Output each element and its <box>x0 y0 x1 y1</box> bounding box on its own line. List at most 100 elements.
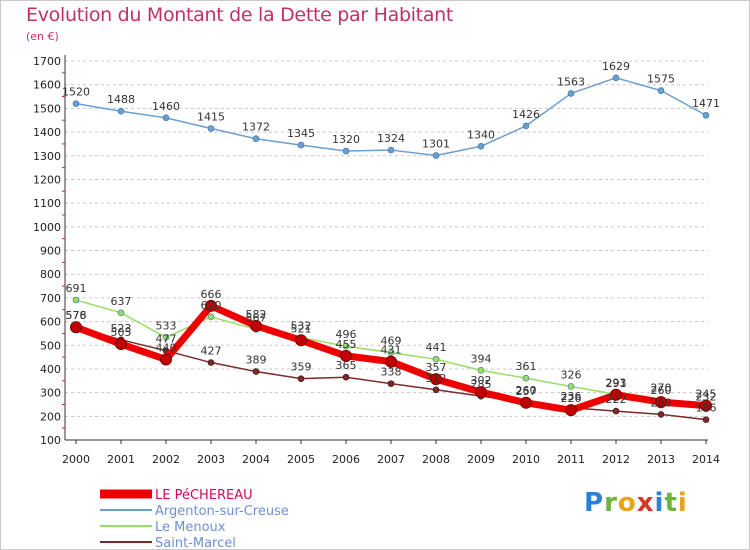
data-label: 1320 <box>332 133 360 146</box>
data-label: 576 <box>66 309 87 322</box>
y-tick-label: 1700 <box>33 55 61 68</box>
data-point <box>117 107 125 115</box>
data-label: 620 <box>201 299 222 312</box>
data-label: 477 <box>156 333 177 346</box>
data-label: 365 <box>336 359 357 372</box>
data-point <box>520 396 532 409</box>
data-point <box>430 373 442 386</box>
data-point <box>655 396 667 409</box>
data-point <box>297 375 305 382</box>
data-label: 359 <box>291 361 312 374</box>
data-label: 666 <box>201 288 222 301</box>
y-tick-label: 100 <box>40 434 61 447</box>
data-label: 293 <box>606 376 627 389</box>
data-label: 1575 <box>647 73 675 86</box>
data-label: 270 <box>651 382 672 395</box>
data-label: 1415 <box>197 111 225 124</box>
data-point <box>612 407 620 415</box>
legend-label: Le Menoux <box>155 520 226 535</box>
data-label: 208 <box>651 396 672 409</box>
legend-label: Saint-Marcel <box>155 536 236 550</box>
data-label: 222 <box>606 393 627 406</box>
y-tick-label: 1500 <box>33 102 61 115</box>
logo-letter: P <box>584 488 605 518</box>
logo-letter: i <box>677 488 688 518</box>
data-point <box>432 355 440 363</box>
data-point <box>207 313 215 321</box>
logo-letter: t <box>664 488 678 518</box>
data-label: 1460 <box>152 100 180 113</box>
y-tick-label: 1100 <box>33 197 61 210</box>
x-tick-label: 2000 <box>62 453 90 466</box>
data-point <box>162 114 170 122</box>
data-point <box>387 380 395 387</box>
x-tick-label: 2007 <box>377 453 405 466</box>
data-point <box>72 100 80 107</box>
y-tick-label: 200 <box>40 410 61 423</box>
data-point <box>477 367 485 374</box>
x-tick-label: 2005 <box>287 453 315 466</box>
data-label: 440 <box>156 341 177 354</box>
x-tick-label: 2003 <box>197 453 225 466</box>
data-label: 338 <box>381 366 402 379</box>
data-point <box>342 147 350 155</box>
x-tick-label: 2011 <box>557 453 585 466</box>
data-point <box>565 404 577 417</box>
data-point <box>610 388 622 401</box>
data-label: 637 <box>111 295 132 308</box>
data-label: 245 <box>696 388 717 401</box>
data-label: 455 <box>336 338 357 351</box>
x-tick-label: 2013 <box>647 453 675 466</box>
data-point <box>250 319 262 332</box>
data-label: 578 <box>66 309 87 322</box>
data-point <box>522 374 530 382</box>
data-point <box>297 141 305 149</box>
y-tick-label: 700 <box>40 292 61 305</box>
data-label: 1488 <box>107 93 135 106</box>
data-label: 521 <box>291 322 312 335</box>
chart-title: Evolution du Montant de la Dette par Hab… <box>26 4 454 26</box>
data-point <box>295 334 307 347</box>
logo-letter: x <box>636 488 655 518</box>
data-point <box>70 321 82 334</box>
data-point <box>205 299 217 312</box>
data-label: 1345 <box>287 127 315 140</box>
data-label: 469 <box>381 335 402 348</box>
data-point <box>160 353 172 366</box>
x-tick-label: 2006 <box>332 453 360 466</box>
data-label: 523 <box>111 322 132 335</box>
y-tick-label: 500 <box>40 339 61 352</box>
data-label: 226 <box>561 392 582 405</box>
data-label: 1301 <box>422 138 450 151</box>
data-label: 357 <box>426 361 447 374</box>
legend-label: LE PéCHEREAU <box>155 488 253 503</box>
data-point <box>475 386 487 399</box>
data-label: 394 <box>471 352 492 365</box>
data-point <box>207 359 215 366</box>
data-label: 533 <box>156 319 177 332</box>
data-label: 1471 <box>692 97 720 110</box>
data-label: 496 <box>336 328 357 341</box>
data-point <box>522 122 530 130</box>
data-point <box>252 135 260 142</box>
x-tick-label: 2004 <box>242 453 270 466</box>
data-point <box>72 296 80 304</box>
data-label: 232 <box>696 391 717 404</box>
y-tick-label: 400 <box>40 363 61 376</box>
data-point <box>657 411 665 418</box>
x-tick-label: 2002 <box>152 453 180 466</box>
data-point <box>432 386 440 394</box>
data-point <box>115 338 127 351</box>
data-label: 582 <box>246 308 267 321</box>
data-point <box>657 87 665 94</box>
data-label: 326 <box>561 368 582 381</box>
x-tick-label: 2001 <box>107 453 135 466</box>
data-label: 260 <box>516 384 537 397</box>
data-point <box>387 349 395 356</box>
data-label: 389 <box>246 354 267 367</box>
x-tick-label: 2014 <box>692 453 720 466</box>
data-point <box>342 373 350 381</box>
